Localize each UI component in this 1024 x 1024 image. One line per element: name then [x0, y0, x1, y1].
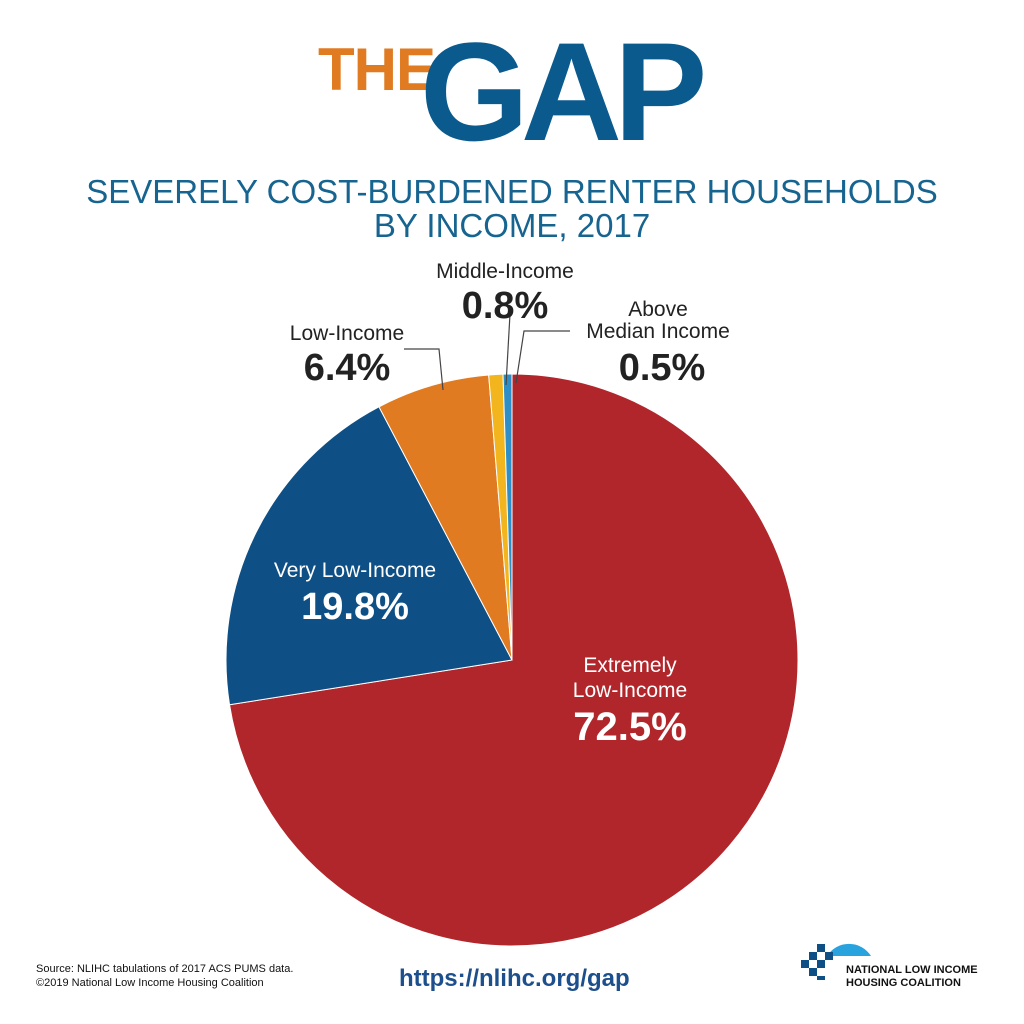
source-line-1: Source: NLIHC tabulations of 2017 ACS PU…	[36, 963, 294, 975]
header: THE GAP SEVERELY COST-BURDENED RENTER HO…	[0, 0, 1024, 250]
house-icon	[801, 943, 871, 980]
value-middle-income: 0.8%	[462, 285, 549, 327]
pie-slice-very-low-income	[225, 406, 513, 706]
value-very-low: 19.8%	[301, 586, 409, 628]
label-low-income: Low-Income	[290, 322, 404, 345]
gap-link[interactable]: https://nlihc.org/gap	[399, 965, 630, 992]
value-above-median: 0.5%	[619, 347, 706, 389]
label-extremely-low-line-2: Low-Income	[573, 679, 687, 702]
leader-line-low-income	[404, 348, 444, 391]
label-very-low: Very Low-Income	[274, 559, 436, 582]
subtitle-line-1: SEVERELY COST-BURDENED RENTER HOUSEHOLDS	[86, 173, 938, 210]
nlihc-logo: NATIONAL LOW INCOME HOUSING COALITION	[801, 920, 1001, 1000]
value-extremely-low: 72.5%	[573, 705, 686, 749]
value-low-income: 6.4%	[304, 347, 391, 389]
logo-text-line-1: NATIONAL LOW INCOME	[846, 964, 978, 976]
brand-the: THE	[318, 36, 436, 103]
pie-slice-extremely-low-income	[228, 373, 799, 947]
brand-gap: GAP	[420, 13, 707, 170]
label-middle-income: Middle-Income	[436, 260, 574, 283]
copyright-line: ©2019 National Low Income Housing Coalit…	[36, 977, 264, 989]
logo-text-line-2: HOUSING COALITION	[846, 977, 961, 989]
leader-line-middle-income	[505, 313, 511, 386]
label-above-median-line-1: Above	[628, 298, 688, 321]
pie-slice-low-income	[378, 374, 513, 661]
label-above-median-line-2: Median Income	[586, 320, 730, 343]
leader-line-above-median	[515, 330, 570, 384]
pie-slices	[225, 373, 799, 947]
logo-text: NATIONAL LOW INCOME HOUSING COALITION	[846, 964, 978, 990]
subtitle-line-2: BY INCOME, 2017	[373, 207, 651, 244]
source-note: Source: NLIHC tabulations of 2017 ACS PU…	[36, 962, 293, 990]
label-extremely-low-line-1: Extremely	[583, 654, 677, 677]
pie-slice-above-median-income	[502, 373, 513, 661]
